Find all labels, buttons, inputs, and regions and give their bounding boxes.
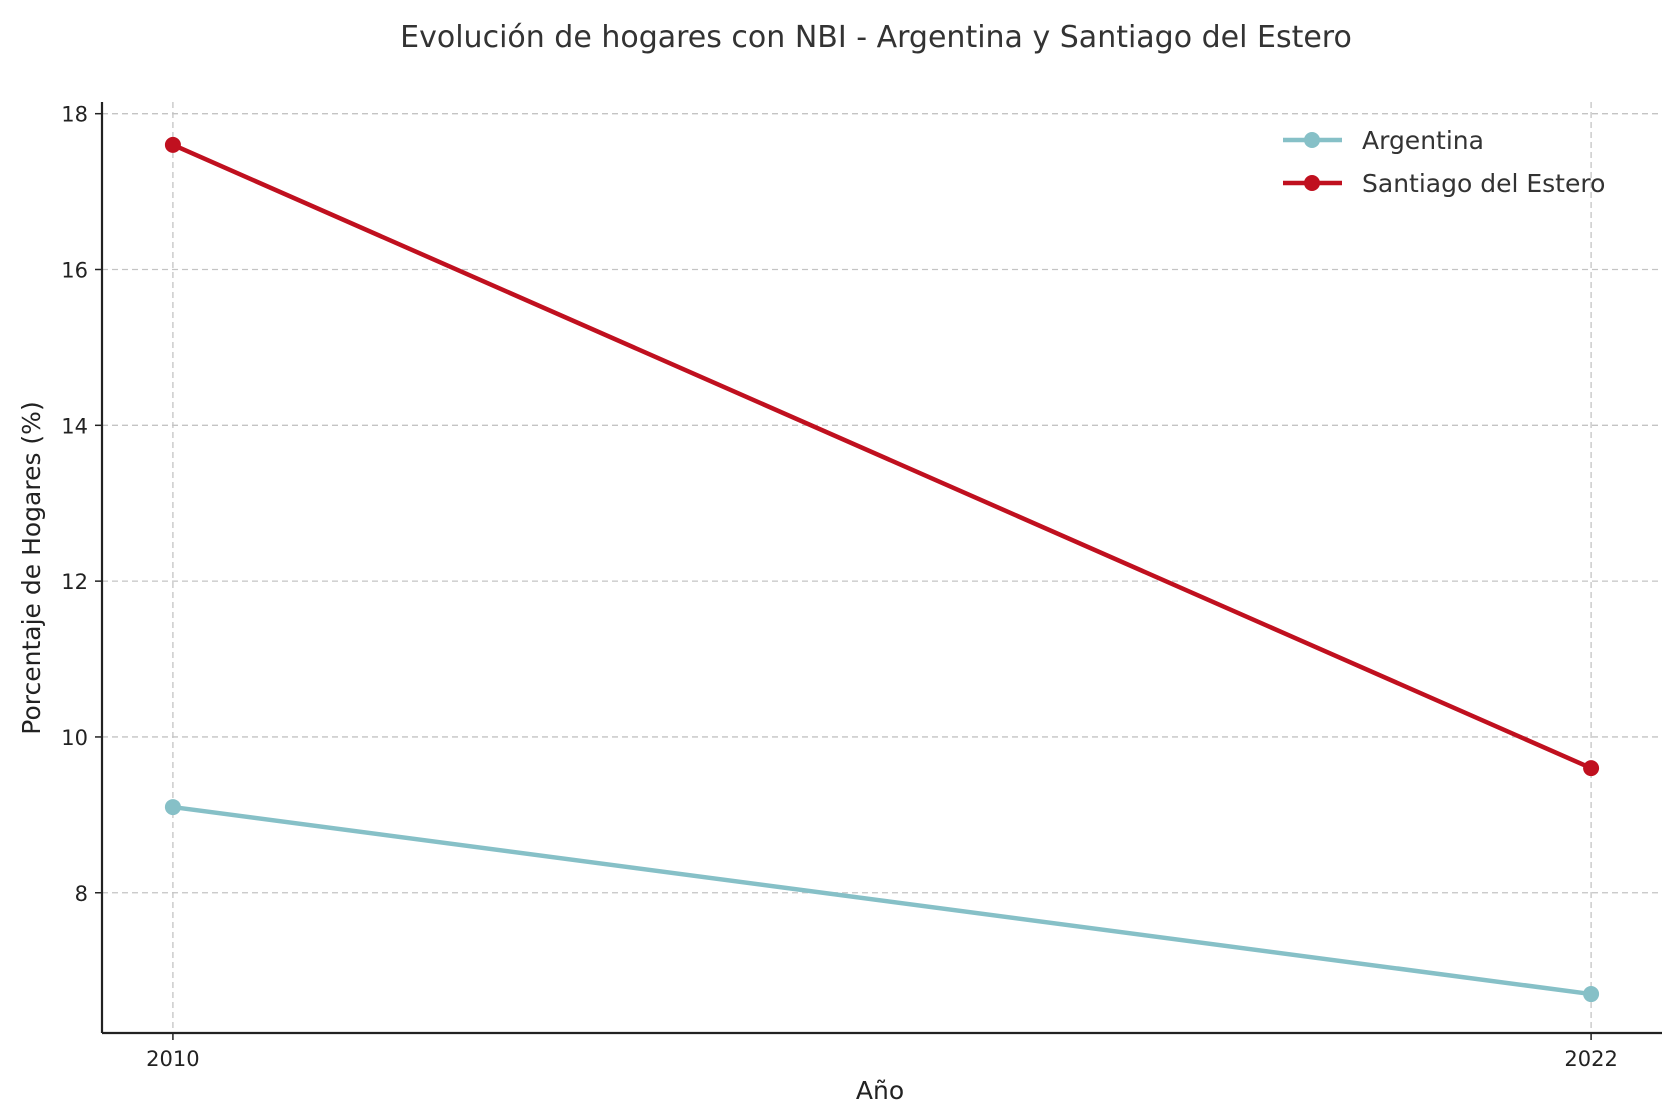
legend-swatch-marker: [1304, 175, 1320, 191]
legend-label: Santiago del Estero: [1362, 169, 1605, 198]
x-tick-label: 2010: [146, 1047, 199, 1071]
y-tick-label: 12: [61, 570, 88, 594]
series-line: [170, 142, 1594, 771]
data-point: [164, 136, 181, 153]
y-tick-label: 14: [61, 414, 88, 438]
series-argentina: [164, 799, 1600, 1003]
y-tick-label: 8: [75, 882, 88, 906]
legend-swatch-marker: [1304, 132, 1320, 148]
y-tick-label: 10: [61, 726, 88, 750]
legend-label: Argentina: [1362, 126, 1484, 155]
data-point: [1583, 986, 1600, 1003]
y-tick-label: 16: [61, 259, 88, 283]
data-point: [164, 799, 181, 816]
legend-item-argentina: Argentina: [1283, 126, 1484, 155]
x-axis-title: Año: [856, 1076, 904, 1105]
chart-title: Evolución de hogares con NBI - Argentina…: [400, 20, 1352, 55]
axis-ticks: 8 10 12 14 16 18 2010 2022: [61, 103, 1618, 1071]
series-santiago-del-estero: [164, 136, 1600, 777]
series-line: [170, 804, 1594, 997]
legend: Argentina Santiago del Estero: [1283, 126, 1605, 198]
legend-item-santiago-del-estero: Santiago del Estero: [1283, 169, 1605, 198]
series: [164, 136, 1600, 1003]
grid: [102, 102, 1662, 1033]
data-point: [1583, 760, 1600, 777]
y-axis-title: Porcentaje de Hogares (%): [17, 401, 46, 734]
axes: [100, 102, 1662, 1035]
x-tick-label: 2022: [1564, 1047, 1617, 1071]
y-tick-label: 18: [61, 103, 88, 127]
